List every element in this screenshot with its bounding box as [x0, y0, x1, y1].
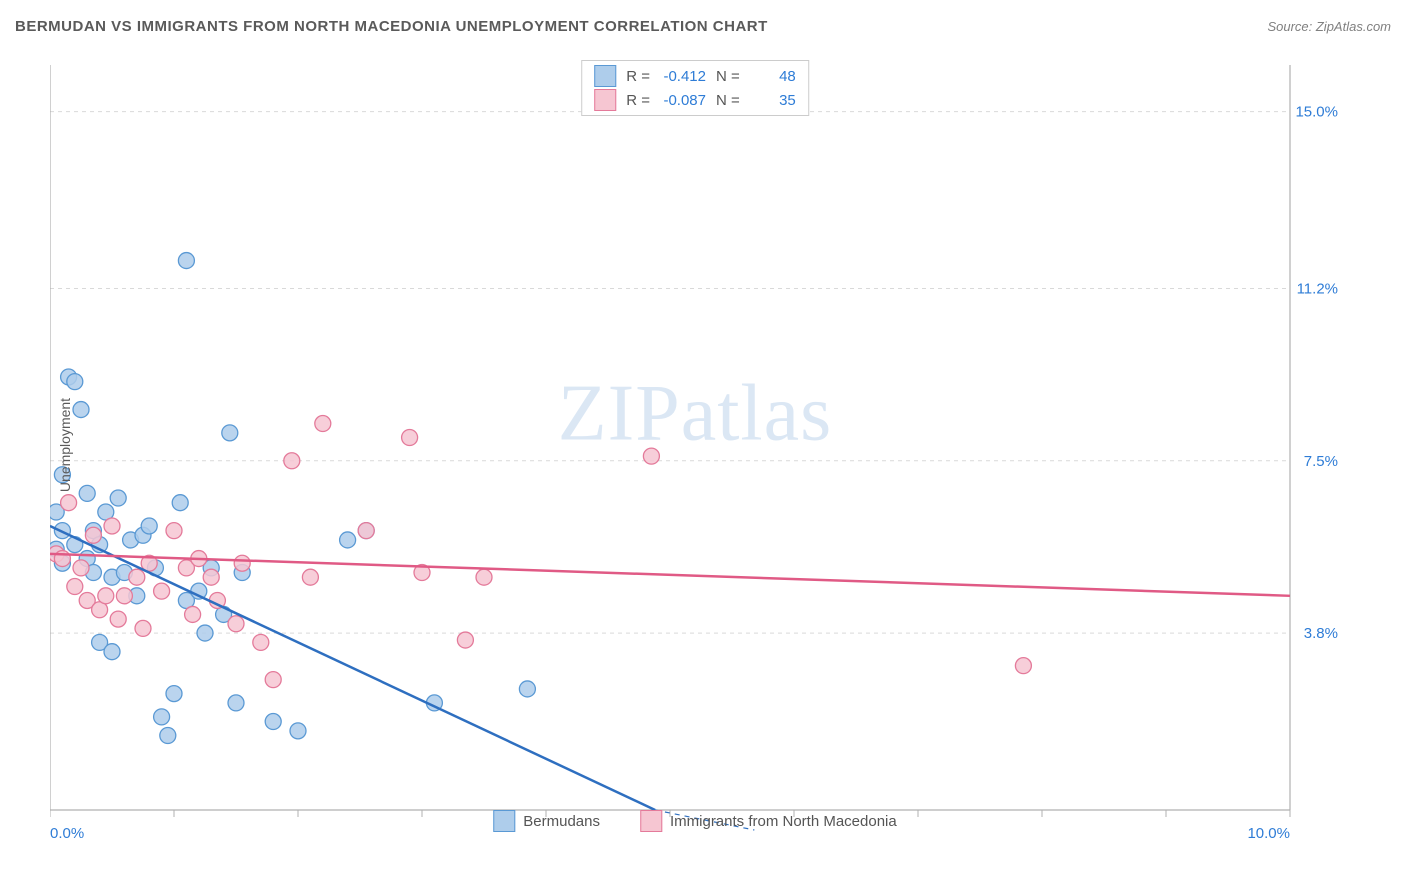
legend-r-value-0: -0.412 — [660, 68, 706, 85]
legend-n-label: N = — [716, 68, 740, 85]
legend-top-row-1: R = -0.087 N = 35 — [594, 89, 796, 111]
legend-bottom-label-0: Bermudans — [523, 813, 600, 830]
legend-n-value-1: 35 — [750, 92, 796, 109]
chart-source: Source: ZipAtlas.com — [1267, 19, 1391, 34]
legend-top-row-0: R = -0.412 N = 48 — [594, 65, 796, 87]
legend-swatch-0 — [594, 65, 616, 87]
chart-area: Unemployment ZIPatlas 0.0%10.0%3.8%7.5%1… — [50, 60, 1340, 830]
svg-text:3.8%: 3.8% — [1304, 625, 1338, 642]
svg-text:15.0%: 15.0% — [1295, 104, 1338, 121]
legend-r-value-1: -0.087 — [660, 92, 706, 109]
y-axis-label: Unemployment — [57, 398, 73, 492]
legend-bottom-item-1: Immigrants from North Macedonia — [640, 810, 897, 832]
svg-text:0.0%: 0.0% — [50, 825, 84, 842]
legend-bottom-item-0: Bermudans — [493, 810, 600, 832]
svg-text:10.0%: 10.0% — [1247, 825, 1290, 842]
legend-r-label: R = — [626, 92, 650, 109]
scatter-plot-svg: 0.0% 10.0% 3.8% 7.5% 11.2% 15.0% — [50, 60, 1400, 870]
svg-text:11.2%: 11.2% — [1297, 281, 1338, 298]
legend-n-value-0: 48 — [750, 68, 796, 85]
legend-bottom-swatch-1 — [640, 810, 662, 832]
legend-bottom-swatch-0 — [493, 810, 515, 832]
chart-title: BERMUDAN VS IMMIGRANTS FROM NORTH MACEDO… — [15, 18, 768, 35]
legend-top: R = -0.412 N = 48 R = -0.087 N = 35 — [581, 60, 809, 116]
legend-swatch-1 — [594, 89, 616, 111]
chart-header: BERMUDAN VS IMMIGRANTS FROM NORTH MACEDO… — [15, 18, 1391, 35]
legend-bottom: Bermudans Immigrants from North Macedoni… — [493, 810, 896, 832]
legend-bottom-label-1: Immigrants from North Macedonia — [670, 813, 897, 830]
legend-r-label: R = — [626, 68, 650, 85]
legend-n-label: N = — [716, 92, 740, 109]
svg-text:7.5%: 7.5% — [1304, 453, 1338, 470]
